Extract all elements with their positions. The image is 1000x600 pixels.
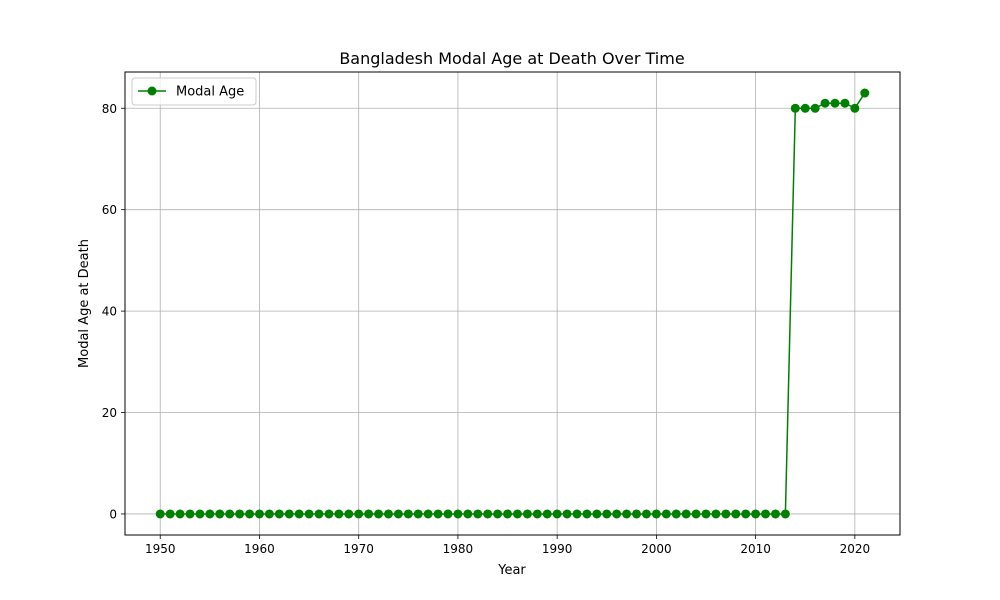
data-point xyxy=(552,509,562,519)
data-point xyxy=(284,509,294,519)
data-point xyxy=(582,509,592,519)
data-point xyxy=(761,509,771,519)
y-axis: 0 20 40 60 80 xyxy=(102,102,125,521)
x-tick-label: 1960 xyxy=(244,542,275,556)
data-point xyxy=(225,509,235,519)
y-tick-label: 40 xyxy=(102,305,117,319)
data-point xyxy=(751,509,761,519)
data-point xyxy=(681,509,691,519)
data-point xyxy=(215,509,225,519)
data-point xyxy=(393,509,403,519)
data-point xyxy=(245,509,255,519)
x-tick-label: 1980 xyxy=(443,542,474,556)
data-point xyxy=(334,509,344,519)
data-point xyxy=(671,509,681,519)
data-point xyxy=(632,509,642,519)
data-point xyxy=(691,509,701,519)
data-point xyxy=(830,98,840,108)
data-point xyxy=(314,509,324,519)
chart-title: Bangladesh Modal Age at Death Over Time xyxy=(339,49,684,68)
y-tick-label: 0 xyxy=(109,507,117,521)
data-point xyxy=(383,509,393,519)
y-tick-label: 60 xyxy=(102,203,117,217)
data-point xyxy=(731,509,741,519)
data-point xyxy=(354,509,364,519)
legend-label-modal-age: Modal Age xyxy=(176,85,244,100)
data-point xyxy=(453,509,463,519)
legend-box xyxy=(131,77,257,106)
data-point xyxy=(403,509,413,519)
data-point xyxy=(622,509,632,519)
data-point xyxy=(503,509,513,519)
y-axis-title: Modal Age at Death xyxy=(77,239,92,368)
data-point xyxy=(542,509,552,519)
data-point xyxy=(195,509,205,519)
data-point xyxy=(433,509,443,519)
data-point xyxy=(512,509,522,519)
data-point xyxy=(254,509,264,519)
x-tick-label: 1950 xyxy=(145,542,176,556)
data-point xyxy=(860,88,870,98)
data-point xyxy=(483,509,493,519)
data-point xyxy=(364,509,374,519)
data-point xyxy=(522,509,532,519)
data-point xyxy=(344,509,354,519)
data-point xyxy=(463,509,473,519)
data-point xyxy=(264,509,274,519)
legend: Modal Age xyxy=(131,77,257,106)
data-point xyxy=(205,509,215,519)
data-point xyxy=(294,509,304,519)
data-point xyxy=(175,509,185,519)
x-tick-label: 2000 xyxy=(641,542,672,556)
data-point xyxy=(493,509,503,519)
x-tick-label: 2010 xyxy=(740,542,771,556)
data-point xyxy=(235,509,245,519)
data-point xyxy=(790,103,800,113)
data-point xyxy=(810,103,820,113)
data-point xyxy=(165,509,175,519)
data-point xyxy=(641,509,651,519)
series-layer xyxy=(155,88,870,519)
data-point xyxy=(800,103,810,113)
data-point xyxy=(413,509,423,519)
data-point xyxy=(721,509,731,519)
data-point xyxy=(155,509,165,519)
data-point xyxy=(820,98,830,108)
x-axis-title: Year xyxy=(497,563,526,578)
data-point xyxy=(711,509,721,519)
x-tick-label: 1990 xyxy=(542,542,573,556)
data-point xyxy=(304,509,314,519)
data-point xyxy=(324,509,334,519)
data-point xyxy=(532,509,542,519)
data-point xyxy=(602,509,612,519)
data-point xyxy=(374,509,384,519)
data-point xyxy=(780,509,790,519)
y-tick-label: 80 xyxy=(102,102,117,116)
data-point xyxy=(770,509,780,519)
data-point xyxy=(443,509,453,519)
data-point xyxy=(185,509,195,519)
data-point xyxy=(651,509,661,519)
data-point xyxy=(741,509,751,519)
x-tick-label: 1970 xyxy=(343,542,374,556)
x-axis: 1950 1960 1970 1980 1990 2000 2010 2020 xyxy=(145,535,870,556)
data-point xyxy=(423,509,433,519)
data-point xyxy=(274,509,284,519)
data-point xyxy=(661,509,671,519)
data-point xyxy=(562,509,572,519)
y-tick-label: 20 xyxy=(102,406,117,420)
data-point xyxy=(850,103,860,113)
data-point xyxy=(572,509,582,519)
legend-marker-swatch xyxy=(147,86,157,96)
data-point xyxy=(612,509,622,519)
data-point xyxy=(701,509,711,519)
data-point xyxy=(840,98,850,108)
data-point xyxy=(592,509,602,519)
plot-frame xyxy=(124,71,901,536)
x-tick-label: 2020 xyxy=(840,542,871,556)
data-point xyxy=(473,509,483,519)
